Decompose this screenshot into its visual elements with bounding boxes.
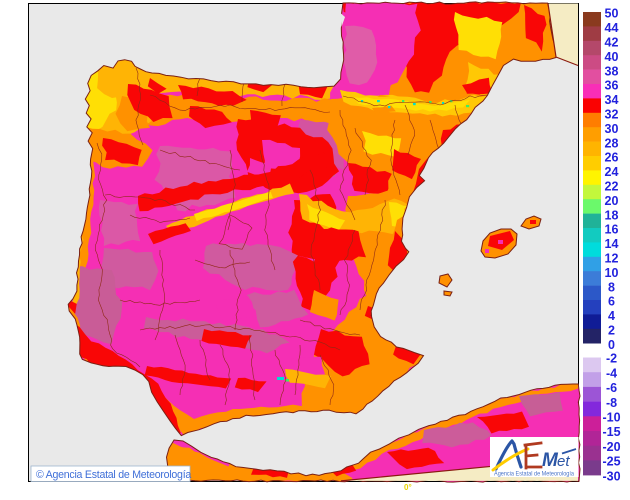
- svg-text:22: 22: [605, 180, 619, 194]
- svg-text:et: et: [557, 453, 570, 470]
- svg-text:32: 32: [605, 108, 619, 122]
- svg-text:12: 12: [605, 252, 619, 266]
- svg-text:-25: -25: [602, 455, 620, 469]
- svg-text:-4: -4: [606, 366, 617, 380]
- svg-text:42: 42: [605, 36, 619, 50]
- svg-text:44: 44: [605, 21, 619, 35]
- svg-text:-8: -8: [606, 396, 617, 410]
- svg-text:34: 34: [605, 93, 619, 107]
- svg-text:38: 38: [605, 64, 619, 78]
- svg-text:M: M: [542, 450, 559, 471]
- svg-text:-15: -15: [602, 425, 620, 439]
- svg-text:10: 10: [605, 266, 619, 280]
- svg-text:20: 20: [605, 194, 619, 208]
- svg-text:14: 14: [605, 237, 619, 251]
- svg-text:-10: -10: [602, 411, 620, 425]
- svg-text:2: 2: [608, 324, 615, 338]
- svg-text:18: 18: [605, 208, 619, 222]
- svg-text:30: 30: [605, 122, 619, 136]
- svg-text:-30: -30: [602, 469, 620, 483]
- svg-text:0°: 0°: [404, 483, 412, 492]
- svg-text:50: 50: [605, 7, 619, 21]
- svg-text:24: 24: [605, 165, 619, 179]
- svg-text:6: 6: [608, 295, 615, 309]
- svg-text:Agencia Estatal de Meteorologí: Agencia Estatal de Meteorología: [494, 472, 575, 478]
- svg-text:28: 28: [605, 136, 619, 150]
- svg-text:26: 26: [605, 151, 619, 165]
- svg-text:-20: -20: [602, 440, 620, 454]
- svg-text:36: 36: [605, 79, 619, 93]
- svg-text:40: 40: [605, 50, 619, 64]
- svg-text:16: 16: [605, 223, 619, 237]
- svg-text:-2: -2: [606, 352, 617, 366]
- svg-text:0: 0: [608, 338, 615, 352]
- svg-text:© Agencia Estatal de Meteorolo: © Agencia Estatal de Meteorología: [36, 469, 191, 481]
- svg-text:4: 4: [608, 309, 615, 323]
- svg-text:8: 8: [608, 280, 615, 294]
- svg-text:-6: -6: [606, 381, 617, 395]
